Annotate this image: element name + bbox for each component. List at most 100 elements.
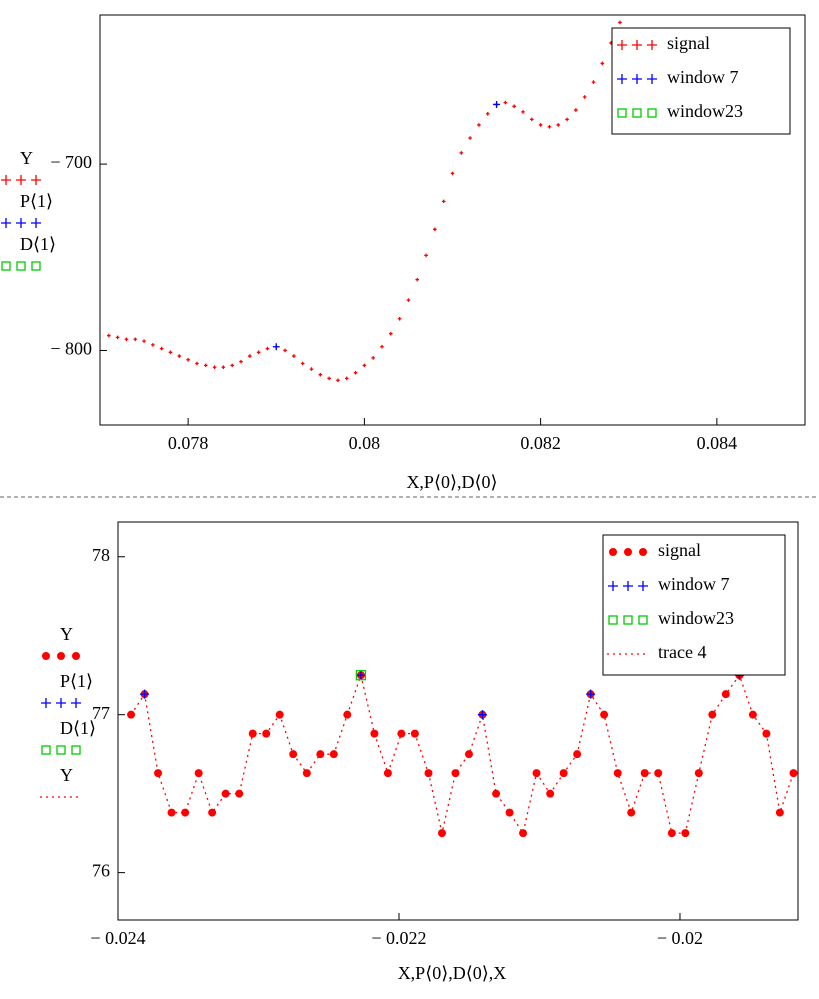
plus-marker: [256, 350, 261, 355]
dot-marker: [775, 808, 784, 817]
legend-symbol: [623, 615, 633, 625]
x-tick-label: 0.08: [349, 433, 381, 453]
dot-marker: [451, 769, 460, 778]
plot-area: [127, 670, 798, 838]
plus-marker: [450, 171, 455, 176]
dot-marker: [167, 808, 176, 817]
plus-marker: [503, 100, 508, 105]
plus-marker: [124, 337, 129, 342]
plus-marker: [380, 344, 384, 349]
plus-marker: [177, 354, 182, 358]
legend-label: window23: [658, 608, 734, 628]
dot-marker: [627, 808, 636, 817]
legend-label: window23: [667, 101, 743, 121]
plus-marker: [530, 117, 534, 122]
plus-marker: [292, 354, 296, 358]
plus-marker: [159, 346, 164, 351]
y-label-symbol: [31, 175, 41, 185]
y-label-symbol: [16, 261, 26, 271]
dot-marker: [302, 769, 311, 778]
legend-box: [602, 534, 786, 676]
plus-marker: [353, 371, 358, 375]
y-label-symbol: [1, 175, 11, 185]
dot-marker: [410, 729, 419, 738]
legend-symbol: [647, 40, 657, 50]
plot-frame: [117, 521, 799, 921]
plus-marker: [618, 20, 622, 25]
plus-marker: [477, 710, 487, 720]
plus-marker: [433, 227, 437, 232]
y-label-symbol: [16, 175, 26, 185]
legend-symbol: [617, 40, 627, 50]
x-tick-label: − 0.02: [657, 928, 703, 948]
plus-marker: [600, 61, 605, 66]
dot-marker: [789, 769, 798, 778]
y-axis-label: Y: [60, 765, 73, 785]
dot-marker: [519, 829, 528, 838]
plus-marker: [336, 378, 340, 383]
plus-marker: [151, 343, 155, 347]
plus-marker: [142, 339, 146, 343]
y-tick-label: 78: [92, 545, 110, 565]
plus-marker: [586, 689, 596, 699]
plus-marker: [512, 104, 516, 109]
legend-label: window 7: [667, 67, 739, 87]
legend-symbol: [609, 548, 617, 556]
plus-marker: [538, 123, 543, 127]
dot-marker: [383, 769, 392, 778]
plus-marker: [115, 335, 120, 340]
legend-symbol: [632, 74, 642, 84]
legend-symbol: [638, 615, 648, 625]
plus-marker: [565, 117, 569, 122]
plus-marker: [300, 361, 305, 366]
plus-marker: [212, 365, 217, 370]
plot-frame: [99, 14, 806, 426]
plot-area: [107, 20, 622, 383]
y-label-symbol: [72, 652, 80, 660]
plus-marker: [344, 376, 349, 381]
y-label-symbol: [16, 218, 26, 228]
plus-marker: [477, 123, 481, 127]
plus-marker: [265, 346, 270, 351]
plus-marker: [547, 125, 552, 129]
plus-marker: [582, 95, 587, 99]
y-tick-label: − 700: [50, 152, 92, 172]
plus-marker: [389, 331, 393, 336]
plus-marker: [493, 100, 501, 108]
dot-marker: [748, 710, 757, 719]
y-label-symbol: [71, 698, 81, 708]
legend-label: signal: [658, 540, 701, 560]
y-label-symbol: [56, 745, 66, 755]
plus-marker: [133, 337, 138, 342]
legend-symbol: [608, 581, 618, 591]
plus-marker: [406, 298, 411, 302]
legend-symbol: [617, 108, 627, 118]
dot-marker: [424, 769, 433, 778]
y-label-symbol: [56, 698, 66, 708]
y-axis-label: Y: [60, 624, 73, 644]
y-label-symbol: [31, 218, 41, 228]
dot-marker: [505, 808, 514, 817]
y-axis-label: D⟨1⟩: [20, 234, 56, 254]
dot-marker: [681, 829, 690, 838]
y-tick-label: − 800: [50, 339, 92, 359]
plus-marker: [272, 343, 280, 351]
dot-marker: [181, 808, 190, 817]
dot-marker: [343, 710, 352, 719]
plus-marker: [309, 367, 314, 371]
legend-symbol: [632, 108, 642, 118]
plus-marker: [221, 365, 226, 370]
plus-marker: [574, 108, 578, 112]
plus-marker: [186, 357, 190, 362]
dot-marker: [262, 729, 271, 738]
y-axis-label: P⟨1⟩: [20, 191, 53, 211]
dot-marker: [316, 750, 325, 759]
dot-marker: [370, 729, 379, 738]
plus-marker: [107, 333, 111, 338]
dot-marker: [600, 710, 609, 719]
plus-marker: [591, 80, 596, 84]
plus-marker: [327, 376, 331, 381]
x-tick-label: 0.078: [168, 433, 209, 453]
plus-marker: [459, 151, 464, 155]
